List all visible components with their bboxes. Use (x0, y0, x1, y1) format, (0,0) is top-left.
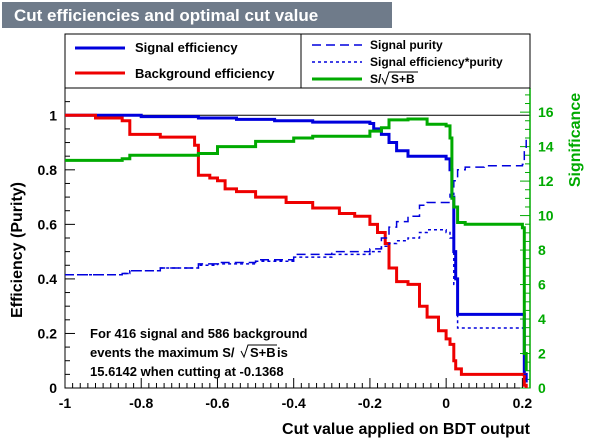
left-tick-label: 1 (49, 107, 57, 123)
legend-signal-purity-label: Signal purity (370, 38, 443, 52)
legend-box (64, 33, 531, 89)
legend-significance-label: S/ S+B (370, 71, 418, 86)
x-axis-ticks: -1 -0.8 -0.6 -0.4 -0.2 0 0.2 (59, 378, 533, 411)
right-tick-label: 14 (538, 139, 554, 155)
right-tick-label: 16 (538, 104, 554, 120)
left-tick-label: 0.6 (38, 216, 58, 232)
x-tick-label: 0.2 (513, 395, 533, 411)
right-tick-label: 4 (538, 311, 546, 327)
annotation-sqrt-icon (240, 344, 277, 359)
annotation-line-3: 15.6142 when cutting at -0.1368 (90, 364, 284, 379)
signal-efficiency-line (65, 113, 528, 383)
significance-line (65, 117, 528, 371)
legend-signal-efficiency-label: Signal efficiency (135, 40, 238, 55)
legend: Signal efficiency Background efficiency … (64, 33, 531, 89)
sqrt-symbol-icon (381, 71, 418, 86)
left-tick-label: 0.8 (38, 162, 58, 178)
left-tick-label: 0.2 (38, 325, 58, 341)
left-tick-label: 0.4 (38, 271, 58, 287)
signal-eff-purity-line (65, 229, 527, 383)
left-tick-label: 0 (49, 380, 57, 396)
annotation-line-2-suffix: is (277, 345, 288, 360)
annotation-line-2-root: S+B (250, 345, 276, 360)
series-layer (65, 113, 528, 388)
legend-significance-prefix: S/ (370, 72, 382, 86)
right-axis-ticks: 0 2 4 6 8 10 12 14 16 (520, 94, 554, 396)
x-tick-label: -0.2 (358, 395, 382, 411)
right-tick-label: 12 (538, 173, 554, 189)
x-tick-label: -0.6 (205, 395, 229, 411)
max-significance-annotation: For 416 signal and 586 background events… (90, 326, 308, 379)
legend-signal-eff-purity-label: Signal efficiency*purity (370, 55, 503, 69)
background-efficiency-line (65, 113, 528, 388)
annotation-line-2-prefix: events the maximum S/ (90, 345, 235, 360)
right-axis-label: Significance (567, 93, 584, 187)
x-tick-label: 0 (442, 395, 450, 411)
left-axis-ticks: 0 0.2 0.4 0.6 0.8 1 (38, 87, 75, 396)
right-tick-label: 6 (538, 277, 546, 293)
right-tick-label: 8 (538, 242, 546, 258)
x-axis-label: Cut value applied on BDT output (282, 421, 531, 438)
title-box (2, 2, 392, 28)
right-tick-label: 0 (538, 380, 546, 396)
x-tick-label: -1 (59, 395, 72, 411)
right-tick-label: 2 (538, 346, 546, 362)
legend-significance-root: S+B (391, 72, 415, 86)
x-tick-label: -0.4 (282, 395, 306, 411)
chart-title: Cut efficiencies and optimal cut value (14, 6, 318, 25)
x-tick-label: -0.8 (129, 395, 153, 411)
legend-background-efficiency-label: Background efficiency (135, 66, 275, 81)
annotation-line-1: For 416 signal and 586 background (90, 326, 308, 341)
right-tick-label: 10 (538, 208, 554, 224)
signal-purity-line (65, 139, 527, 276)
left-axis-label: Efficiency (Purity) (9, 182, 26, 318)
